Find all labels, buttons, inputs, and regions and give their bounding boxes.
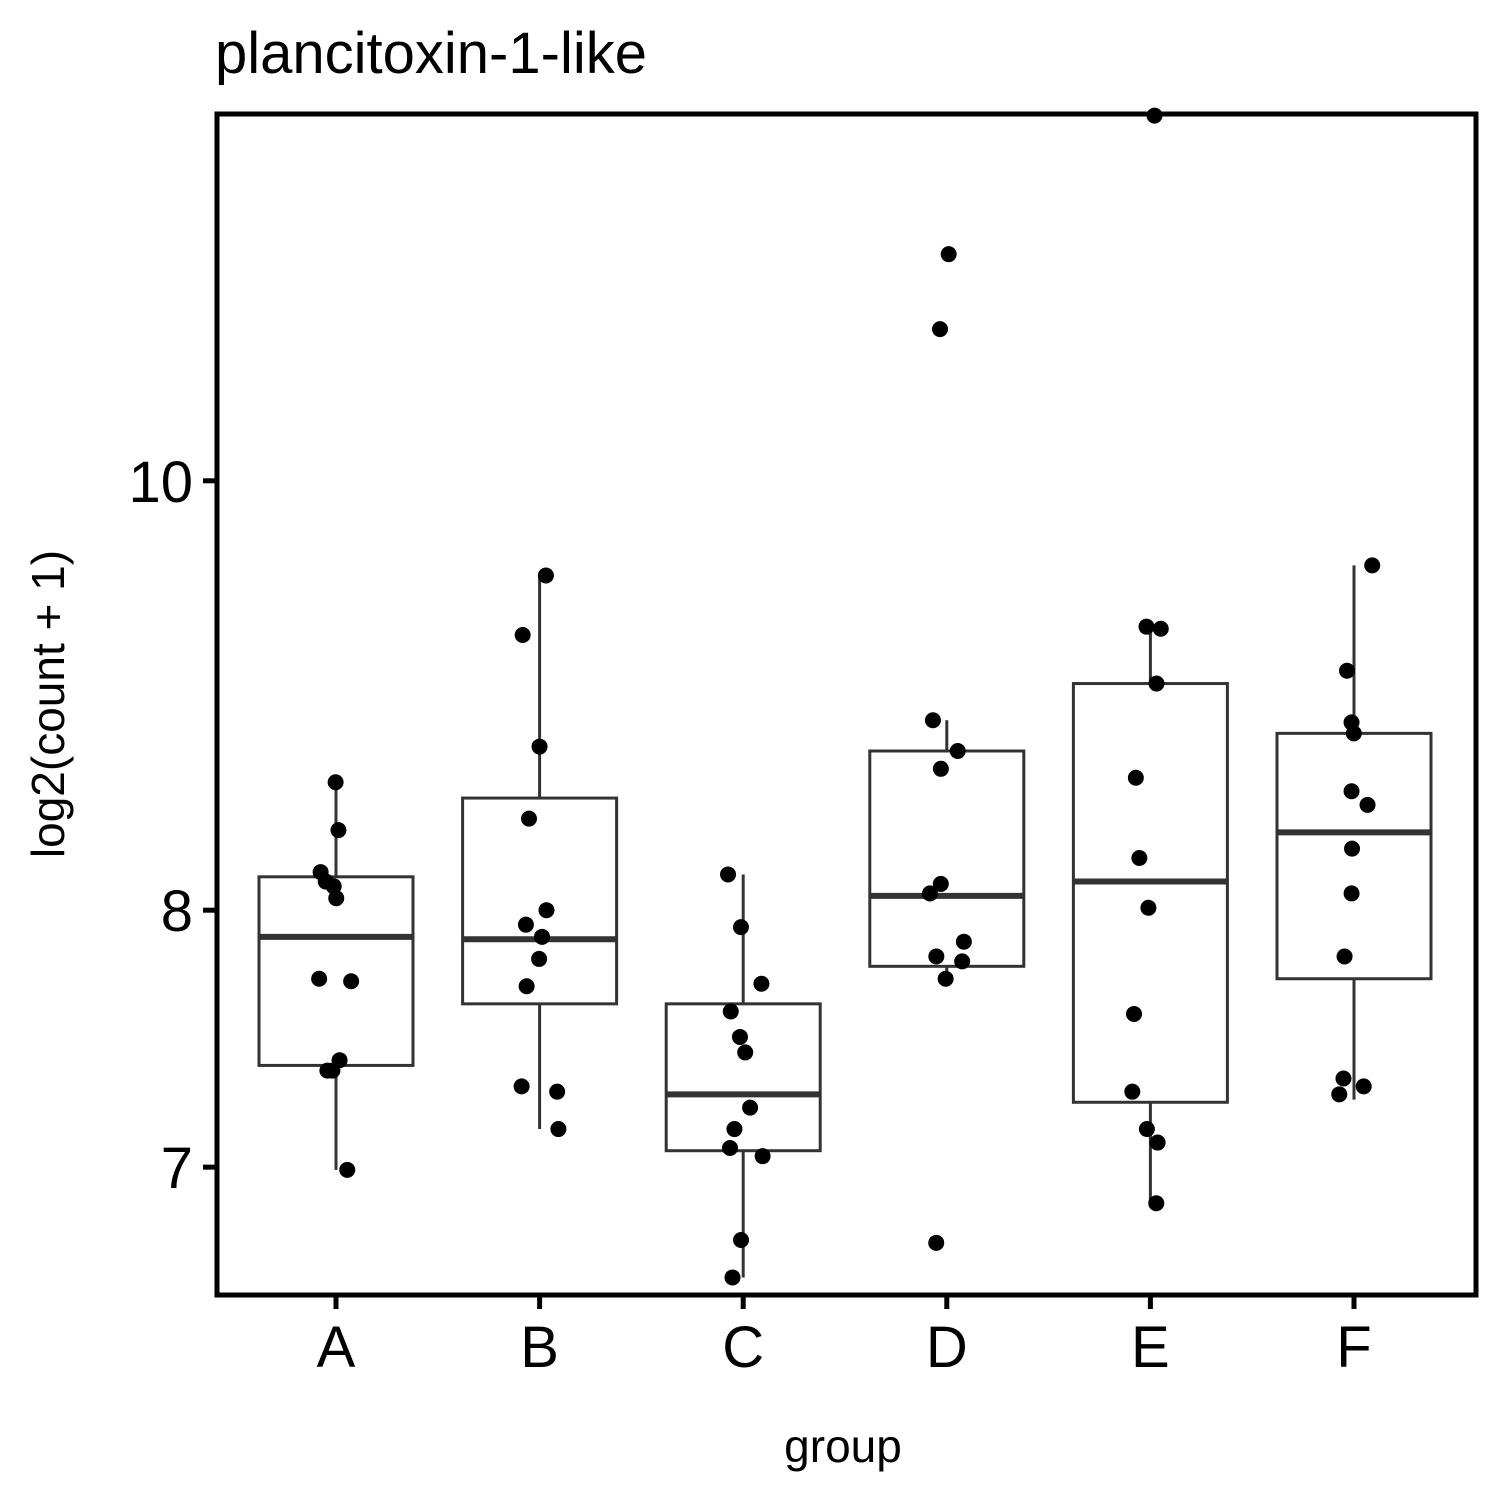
data-point xyxy=(921,885,938,902)
x-axis: A B C D E F xyxy=(317,1295,1372,1380)
data-point xyxy=(731,1028,748,1045)
data-point xyxy=(330,822,347,839)
data-point xyxy=(518,978,535,995)
data-point xyxy=(1359,796,1376,813)
box-iqr xyxy=(868,749,1026,968)
data-point xyxy=(531,738,548,755)
data-point xyxy=(537,567,554,584)
data-point xyxy=(1343,885,1360,902)
y-tick-label: 7 xyxy=(161,1136,193,1201)
data-point xyxy=(949,742,966,759)
data-point xyxy=(327,774,344,791)
points-A xyxy=(311,774,360,1178)
y-tick-label: 8 xyxy=(161,879,193,944)
data-point xyxy=(531,950,548,967)
data-point xyxy=(732,919,749,936)
data-point xyxy=(1127,769,1144,786)
y-axis: 7 8 10 xyxy=(128,450,217,1201)
box-B xyxy=(461,575,619,1130)
data-point xyxy=(722,1003,739,1020)
box-C xyxy=(664,874,822,1278)
box-iqr xyxy=(664,1002,822,1153)
data-point xyxy=(724,1269,741,1286)
data-point xyxy=(955,933,972,950)
data-point xyxy=(754,1148,771,1165)
data-point xyxy=(924,712,941,729)
data-point xyxy=(339,1161,356,1178)
data-point xyxy=(1148,1195,1165,1212)
points-D xyxy=(921,246,972,1251)
data-point xyxy=(319,1062,336,1079)
chart-title: plancitoxin-1-like xyxy=(215,21,647,86)
data-point xyxy=(513,1078,530,1095)
data-point xyxy=(1138,618,1155,635)
box-A xyxy=(257,782,415,1170)
data-point xyxy=(1124,1083,1141,1100)
data-point xyxy=(932,321,949,338)
data-point xyxy=(940,246,957,263)
box-iqr xyxy=(461,796,619,1006)
data-point xyxy=(733,1231,750,1248)
data-point xyxy=(1131,849,1148,866)
points-B xyxy=(513,567,567,1138)
plot-panel-border xyxy=(214,111,1479,1298)
data-point xyxy=(726,1121,743,1138)
data-point xyxy=(720,866,737,883)
data-point xyxy=(937,970,954,987)
box-D xyxy=(868,720,1026,974)
data-point xyxy=(722,1139,739,1156)
y-axis-title: log2(count + 1) xyxy=(22,550,74,858)
x-tick-label: A xyxy=(317,1315,356,1380)
data-point xyxy=(737,1044,754,1061)
data-point xyxy=(311,970,328,987)
plot-marks xyxy=(257,107,1433,1286)
box-iqr xyxy=(257,875,415,1067)
x-tick-label: E xyxy=(1131,1315,1170,1380)
data-point xyxy=(1335,1070,1352,1087)
data-point xyxy=(1336,948,1353,965)
data-point xyxy=(928,948,945,965)
x-tick-label: B xyxy=(520,1315,559,1380)
data-point xyxy=(1152,620,1169,637)
points-F xyxy=(1331,557,1381,1103)
box-iqr xyxy=(1071,682,1229,1104)
data-point xyxy=(534,928,551,945)
data-point xyxy=(1364,557,1381,574)
x-tick-label: D xyxy=(926,1315,968,1380)
data-point xyxy=(928,1234,945,1251)
data-point xyxy=(1338,662,1355,679)
data-point xyxy=(325,878,342,895)
data-point xyxy=(514,626,531,643)
x-tick-label: F xyxy=(1336,1315,1371,1380)
data-point xyxy=(932,875,949,892)
data-point xyxy=(1344,840,1361,857)
data-point xyxy=(1138,1121,1155,1138)
data-point xyxy=(932,760,949,777)
x-tick-label: C xyxy=(722,1315,764,1380)
data-point xyxy=(753,975,770,992)
data-point xyxy=(328,890,345,907)
data-point xyxy=(1126,1005,1143,1022)
data-point xyxy=(1149,1134,1166,1151)
y-tick-label: 10 xyxy=(128,450,193,515)
box-E xyxy=(1071,626,1229,1204)
data-point xyxy=(521,810,538,827)
points-C xyxy=(720,866,771,1286)
data-point xyxy=(1140,899,1157,916)
data-point xyxy=(1345,725,1362,742)
data-point xyxy=(742,1099,759,1116)
data-point xyxy=(954,953,971,970)
data-point xyxy=(343,973,360,990)
data-point xyxy=(549,1083,566,1100)
data-point xyxy=(538,902,555,919)
data-point xyxy=(1355,1078,1372,1095)
data-point xyxy=(517,916,534,933)
data-point xyxy=(1331,1086,1348,1103)
data-point xyxy=(1148,675,1165,692)
x-axis-title: group xyxy=(784,1420,902,1472)
box-F xyxy=(1275,565,1433,1100)
data-point xyxy=(550,1121,567,1138)
data-point xyxy=(1343,783,1360,800)
